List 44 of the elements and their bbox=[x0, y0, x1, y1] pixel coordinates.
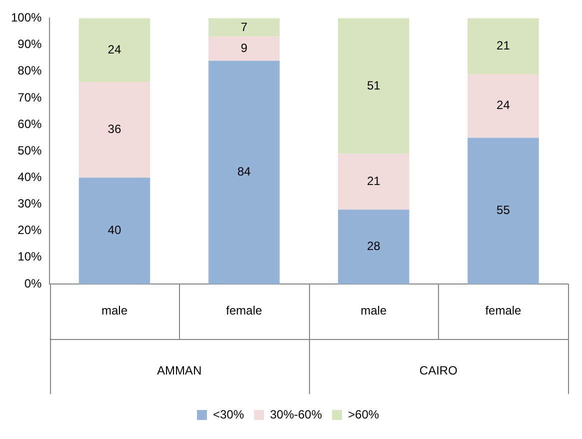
y-tick-label: 40% bbox=[18, 170, 42, 184]
data-label: 21 bbox=[366, 174, 381, 188]
data-label: 40 bbox=[108, 223, 122, 238]
bar bbox=[338, 210, 410, 284]
bar bbox=[78, 18, 150, 82]
legend-label: 30%-60% bbox=[270, 407, 322, 422]
x-tick-label: male bbox=[360, 304, 387, 318]
y-tick-label: 60% bbox=[18, 116, 42, 131]
text: CAIRO bbox=[419, 363, 458, 378]
bar bbox=[208, 36, 280, 61]
y-tick-label: 20% bbox=[18, 223, 42, 238]
data-label: 36 bbox=[108, 122, 122, 136]
bar bbox=[208, 60, 280, 284]
y-tick-label: 30% bbox=[18, 196, 42, 211]
data-label: 28 bbox=[366, 239, 381, 254]
bar bbox=[468, 138, 539, 284]
bar bbox=[78, 178, 150, 284]
data-label: 21 bbox=[496, 38, 510, 52]
y-tick-label: 10% bbox=[18, 250, 42, 264]
y-tick-label: 70% bbox=[18, 90, 42, 104]
x-tick-label: female bbox=[226, 304, 262, 318]
bar bbox=[338, 154, 410, 210]
data-label: 55 bbox=[496, 203, 510, 218]
y-tick-label: 80% bbox=[18, 64, 42, 78]
bar bbox=[338, 18, 410, 154]
data-label: 7 bbox=[240, 20, 248, 34]
y-tick-label: 50% bbox=[18, 143, 42, 158]
x-tick-label: female bbox=[485, 304, 522, 318]
data-label: 24 bbox=[496, 98, 510, 112]
y-tick-label: 100% bbox=[10, 10, 42, 25]
x-tick-label: male bbox=[101, 304, 128, 318]
bar bbox=[468, 18, 539, 74]
bar bbox=[468, 74, 539, 138]
y-tick-label: 90% bbox=[18, 37, 42, 52]
bar bbox=[208, 18, 280, 37]
legend-label: <30% bbox=[212, 407, 244, 422]
bar bbox=[78, 82, 150, 178]
data-label: 51 bbox=[366, 78, 381, 92]
text: AMMAN bbox=[156, 363, 202, 378]
legend-label: >60% bbox=[348, 407, 380, 422]
data-label: 9 bbox=[240, 41, 248, 56]
data-label: 84 bbox=[237, 164, 252, 179]
data-label: 24 bbox=[108, 42, 122, 56]
y-tick-label: 0% bbox=[24, 276, 42, 290]
